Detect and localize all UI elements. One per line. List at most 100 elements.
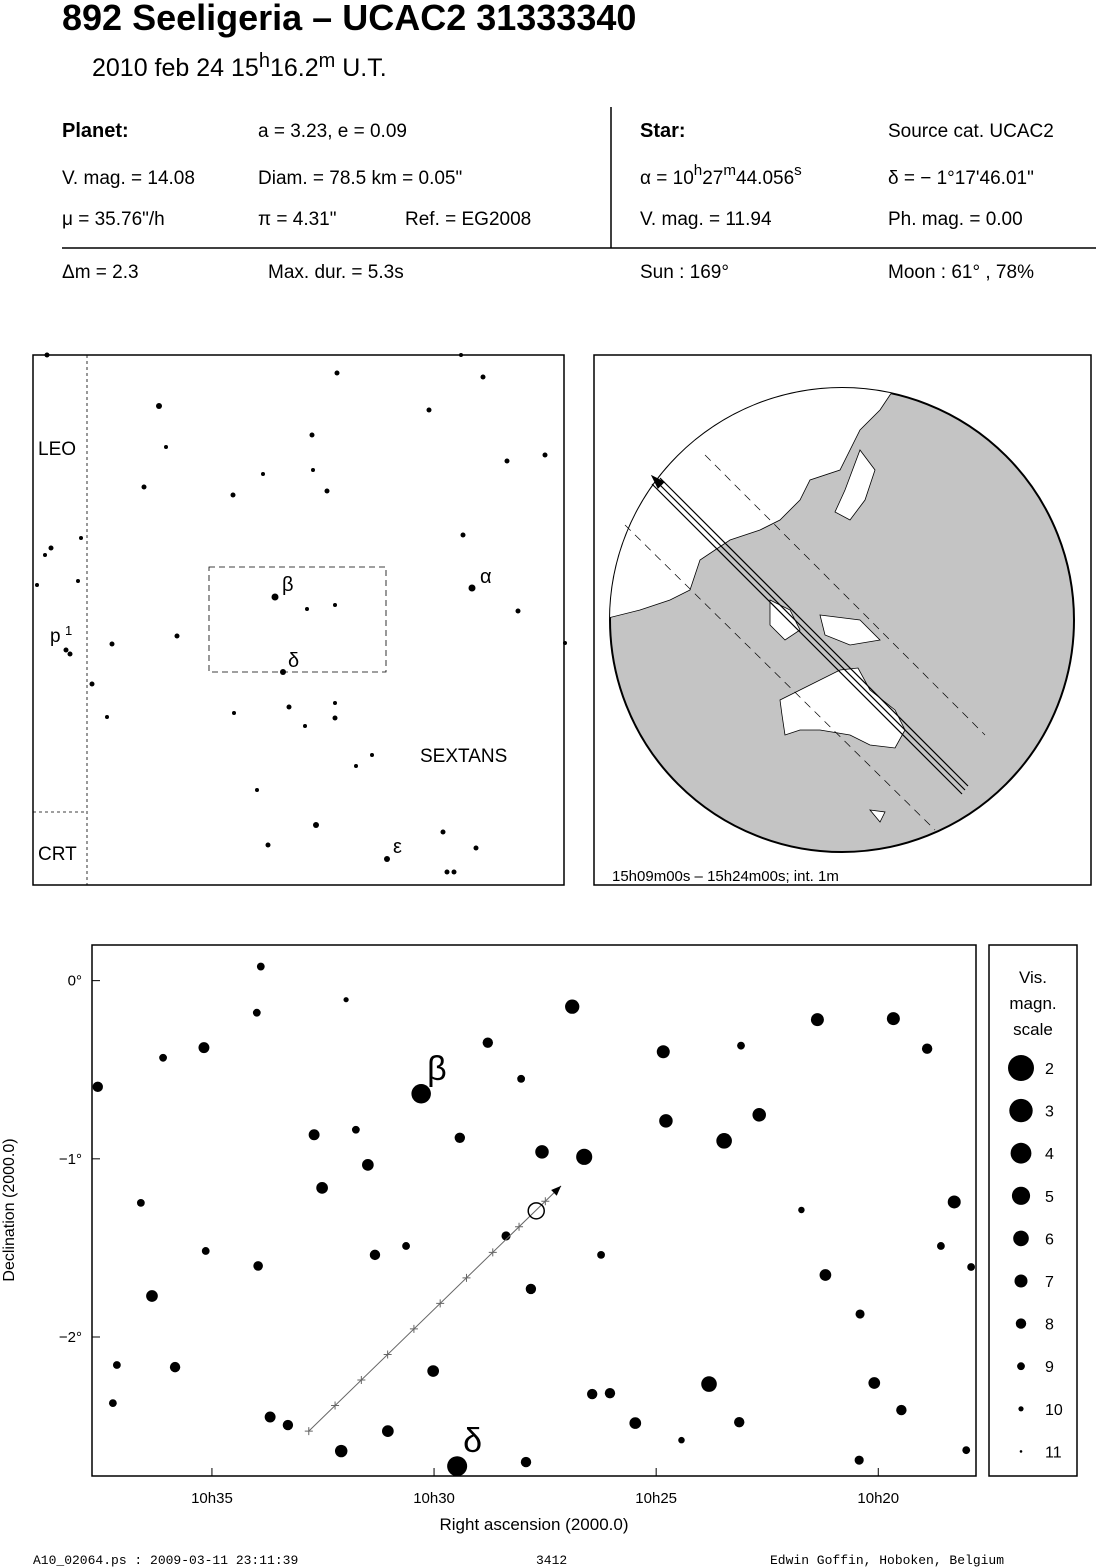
finder-star (384, 856, 390, 862)
finder-star (324, 488, 330, 494)
source: Source cat. UCAC2 (888, 121, 1054, 142)
star (343, 997, 349, 1003)
star-label: δ (463, 1422, 482, 1460)
star (351, 1125, 360, 1134)
constellation: LEO (38, 439, 76, 460)
star (382, 1425, 394, 1437)
track-tick (331, 1401, 340, 1410)
finder-star (89, 681, 95, 687)
finder-star (370, 753, 374, 757)
superscript: m (723, 162, 736, 179)
star-name: δ (288, 650, 299, 672)
globe-panel: 15h09m00s – 15h24m00s; int. 1m (593, 354, 1092, 886)
star-name: p (50, 626, 61, 647)
legend-label: 2 (1045, 1061, 1054, 1078)
star (501, 1231, 511, 1241)
plot-frame (91, 944, 977, 1477)
finder-star (265, 842, 271, 848)
track-tick (436, 1299, 445, 1308)
star (198, 1042, 210, 1054)
x-axis-label: Right ascension (2000.0) (439, 1515, 628, 1534)
target-star (527, 1202, 545, 1220)
path-edge (654, 479, 966, 791)
star (369, 1249, 381, 1261)
star (659, 1114, 673, 1128)
y-tick-label: −1° (59, 1151, 82, 1168)
star (316, 1182, 328, 1194)
star (112, 1361, 121, 1369)
landmass (779, 667, 906, 749)
legend-label: 3 (1045, 1104, 1054, 1121)
star (159, 1053, 167, 1062)
text-part: 2010 feb 24 15 (92, 54, 259, 82)
star (565, 999, 580, 1014)
star-name: 1 (65, 623, 72, 638)
finder-star (63, 647, 69, 653)
legend-title: Vis. (1019, 968, 1047, 987)
track-tick (488, 1248, 497, 1257)
star (737, 1041, 745, 1050)
legend-label: 10 (1045, 1402, 1063, 1419)
legend-dot (1015, 1318, 1027, 1329)
y-tick-label: 0° (68, 973, 82, 990)
finder-star (333, 701, 337, 705)
moon: Moon : 61° , 78% (888, 262, 1034, 283)
star (146, 1290, 158, 1302)
star-heading: Star: (640, 120, 686, 142)
finder-star (141, 484, 147, 490)
star (256, 962, 265, 971)
star (868, 1377, 881, 1389)
text-part: 44.056 (736, 168, 794, 189)
star (967, 1263, 976, 1271)
finder-star (480, 374, 486, 380)
planet-mag: V. mag. = 14.08 (62, 168, 195, 189)
field-box (208, 566, 387, 673)
motion: μ = 35.76"/h (62, 209, 165, 230)
finder-star (468, 584, 476, 592)
title: 892 Seeligeria – UCAC2 31333340 (62, 0, 636, 38)
path-edge (651, 483, 963, 795)
finder-star (261, 472, 265, 476)
star (819, 1269, 832, 1281)
track-tick (383, 1350, 392, 1359)
star (937, 1242, 945, 1250)
legend-label: 9 (1045, 1359, 1054, 1376)
shadow-path (624, 454, 986, 831)
star (482, 1037, 494, 1048)
star (427, 1365, 440, 1377)
text-part: 27 (702, 168, 723, 189)
footer-number: 3412 (536, 1553, 567, 1568)
track-tick (515, 1222, 524, 1231)
finder-star (332, 715, 338, 721)
finder-star (460, 532, 466, 538)
right-ascension: α = 10h27m44.056s (640, 162, 802, 189)
path-edge (659, 477, 969, 787)
finder-star (542, 452, 548, 458)
track-tick (409, 1324, 418, 1333)
parallax: π = 4.31" (258, 209, 337, 230)
finder-star (255, 788, 259, 792)
globe-frame (593, 354, 1092, 886)
finder-star (440, 829, 446, 835)
legend-title: scale (1013, 1020, 1053, 1039)
legend-dot (1011, 1186, 1031, 1205)
finder-star (35, 583, 39, 587)
star (264, 1411, 276, 1423)
footer-file: A10_02064.ps : 2009-03-11 23:11:39 (33, 1553, 298, 1568)
star (576, 1148, 593, 1165)
star (169, 1361, 181, 1373)
finder-star (305, 607, 309, 611)
x-tick-label: 10h20 (857, 1490, 899, 1507)
star (734, 1416, 745, 1428)
legend-label: 5 (1045, 1189, 1054, 1206)
star (520, 1456, 532, 1468)
landmass (869, 809, 886, 823)
finder-star (303, 724, 307, 728)
star-label: β (427, 1050, 447, 1088)
star-name: α (480, 566, 492, 588)
text-part: α = 10 (640, 168, 694, 189)
finder-star (79, 536, 83, 540)
superscript: m (319, 50, 336, 72)
finder-star (105, 715, 109, 719)
x-tick-label: 10h30 (413, 1490, 455, 1507)
